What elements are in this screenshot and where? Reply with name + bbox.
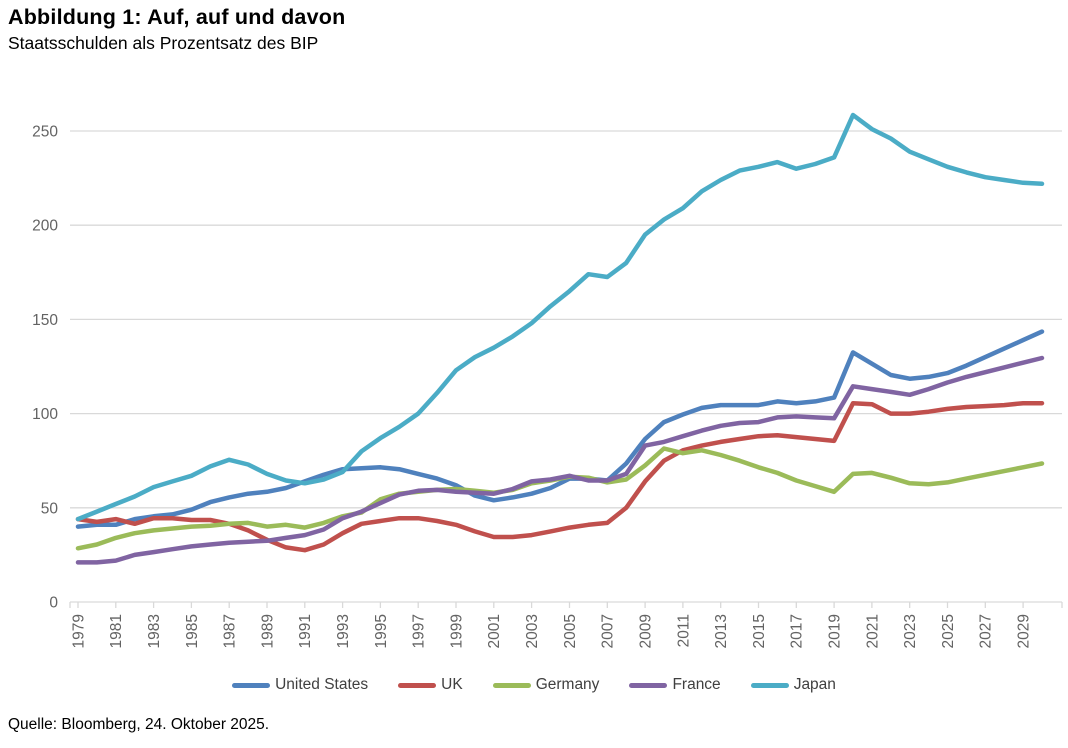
legend-swatch-united-states: [232, 682, 271, 688]
x-axis-label: 2027: [978, 614, 995, 648]
y-axis-label: 0: [49, 595, 58, 612]
y-axis-label: 200: [32, 218, 58, 235]
series-line-united-states: [75, 329, 1045, 529]
legend-item-france: France: [629, 676, 721, 694]
x-axis-label: 2009: [638, 614, 655, 648]
series-line-france: [75, 355, 1045, 565]
legend-item-japan: Japan: [750, 676, 836, 694]
legend-swatch-germany: [492, 682, 531, 688]
y-axis-label: 150: [32, 312, 58, 329]
x-axis-label: 1989: [259, 614, 276, 648]
x-axis-label: 2003: [524, 614, 541, 648]
legend-item-uk: UK: [398, 676, 463, 694]
x-axis-label: 2023: [902, 614, 919, 648]
source-note: Quelle: Bloomberg, 24. Oktober 2025.: [8, 716, 270, 733]
x-axis-label: 1981: [108, 614, 125, 648]
x-axis-label: 1999: [448, 614, 465, 648]
page-title: Abbildung 1: Auf, auf und davon: [8, 5, 346, 29]
legend-label-germany: Germany: [535, 676, 600, 693]
x-axis-label: 2019: [827, 614, 844, 648]
legend-swatch-japan: [750, 682, 789, 688]
x-axis-label: 1983: [146, 614, 163, 648]
x-axis-label: 2007: [600, 614, 617, 648]
x-axis-label: 2013: [713, 614, 730, 648]
x-axis-label: 2025: [940, 614, 957, 648]
series-line-japan: [75, 112, 1045, 522]
legend-label-japan: Japan: [793, 676, 836, 693]
series-line-uk: [75, 400, 1045, 553]
y-axis-label: 50: [41, 500, 59, 517]
legend-swatch-uk: [398, 682, 437, 688]
x-axis-label: 1979: [70, 614, 87, 648]
x-axis-label: 1985: [184, 614, 201, 648]
x-axis-label: 1991: [297, 614, 314, 648]
x-axis-label: 2021: [864, 614, 881, 648]
y-axis-label: 100: [32, 406, 58, 423]
legend-label-uk: UK: [441, 676, 463, 693]
legend-item-germany: Germany: [492, 676, 600, 694]
x-axis-label: 1995: [373, 614, 390, 648]
legend-label-france: France: [672, 676, 721, 693]
x-axis-label: 1993: [335, 614, 352, 648]
x-axis-label: 2015: [751, 614, 768, 648]
x-axis-label: 1987: [222, 614, 239, 648]
y-axis-label: 250: [32, 124, 58, 141]
x-axis-label: 2011: [675, 614, 692, 647]
x-axis-label: 2029: [1016, 614, 1033, 648]
x-axis-label: 2017: [789, 614, 806, 648]
legend-label-united-states: United States: [275, 676, 369, 693]
x-axis-label: 2005: [562, 614, 579, 648]
x-axis-label: 1997: [411, 614, 428, 648]
legend-swatch-france: [629, 682, 668, 688]
legend-item-united-states: United States: [232, 676, 368, 694]
page-subtitle: Staatsschulden als Prozentsatz des BIP: [8, 33, 319, 53]
x-axis-label: 2001: [486, 614, 503, 648]
chart-legend: United States UK Germany France Japan: [0, 676, 1068, 694]
